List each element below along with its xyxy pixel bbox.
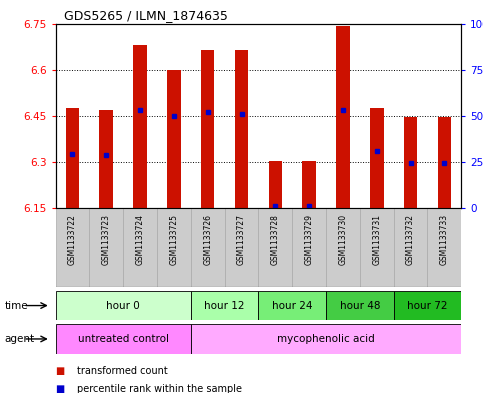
Bar xyxy=(56,208,89,287)
Text: agent: agent xyxy=(5,334,35,344)
Bar xyxy=(269,162,282,208)
Bar xyxy=(191,324,461,354)
Text: GSM1133728: GSM1133728 xyxy=(271,214,280,264)
Bar xyxy=(123,208,157,287)
Text: ■: ■ xyxy=(56,384,65,393)
Text: GDS5265 / ILMN_1874635: GDS5265 / ILMN_1874635 xyxy=(64,9,227,22)
Text: time: time xyxy=(5,301,28,310)
Bar xyxy=(360,208,394,287)
Text: untreated control: untreated control xyxy=(78,334,169,344)
Bar xyxy=(258,208,292,287)
Text: GSM1133726: GSM1133726 xyxy=(203,214,212,265)
Bar xyxy=(326,208,360,287)
Bar xyxy=(302,161,316,208)
Bar xyxy=(394,208,427,287)
Bar xyxy=(326,291,394,320)
Bar xyxy=(292,208,326,287)
Bar xyxy=(191,291,258,320)
Text: GSM1133725: GSM1133725 xyxy=(170,214,178,265)
Text: mycophenolic acid: mycophenolic acid xyxy=(277,334,375,344)
Bar xyxy=(191,208,225,287)
Bar xyxy=(133,45,147,208)
Text: GSM1133723: GSM1133723 xyxy=(102,214,111,265)
Text: transformed count: transformed count xyxy=(77,366,168,376)
Text: GSM1133732: GSM1133732 xyxy=(406,214,415,265)
Bar xyxy=(167,70,181,208)
Text: GSM1133730: GSM1133730 xyxy=(339,214,347,265)
Bar xyxy=(157,208,191,287)
Text: hour 48: hour 48 xyxy=(340,301,380,310)
Text: hour 12: hour 12 xyxy=(204,301,245,310)
Text: GSM1133731: GSM1133731 xyxy=(372,214,381,265)
Bar xyxy=(99,110,113,208)
Bar xyxy=(370,108,384,208)
Bar xyxy=(404,117,417,208)
Bar xyxy=(438,117,451,208)
Bar xyxy=(394,291,461,320)
Bar xyxy=(89,208,123,287)
Bar xyxy=(225,208,258,287)
Text: hour 24: hour 24 xyxy=(272,301,313,310)
Bar xyxy=(56,291,191,320)
Text: GSM1133727: GSM1133727 xyxy=(237,214,246,265)
Bar xyxy=(201,50,214,208)
Text: hour 72: hour 72 xyxy=(407,301,448,310)
Text: GSM1133729: GSM1133729 xyxy=(305,214,313,265)
Bar xyxy=(66,108,79,208)
Text: ■: ■ xyxy=(56,366,65,376)
Bar xyxy=(427,208,461,287)
Bar xyxy=(336,26,350,208)
Text: percentile rank within the sample: percentile rank within the sample xyxy=(77,384,242,393)
Text: GSM1133724: GSM1133724 xyxy=(136,214,144,265)
Text: hour 0: hour 0 xyxy=(106,301,140,310)
Text: GSM1133733: GSM1133733 xyxy=(440,214,449,265)
Bar xyxy=(258,291,326,320)
Bar xyxy=(235,50,248,208)
Text: GSM1133722: GSM1133722 xyxy=(68,214,77,264)
Bar xyxy=(56,324,191,354)
